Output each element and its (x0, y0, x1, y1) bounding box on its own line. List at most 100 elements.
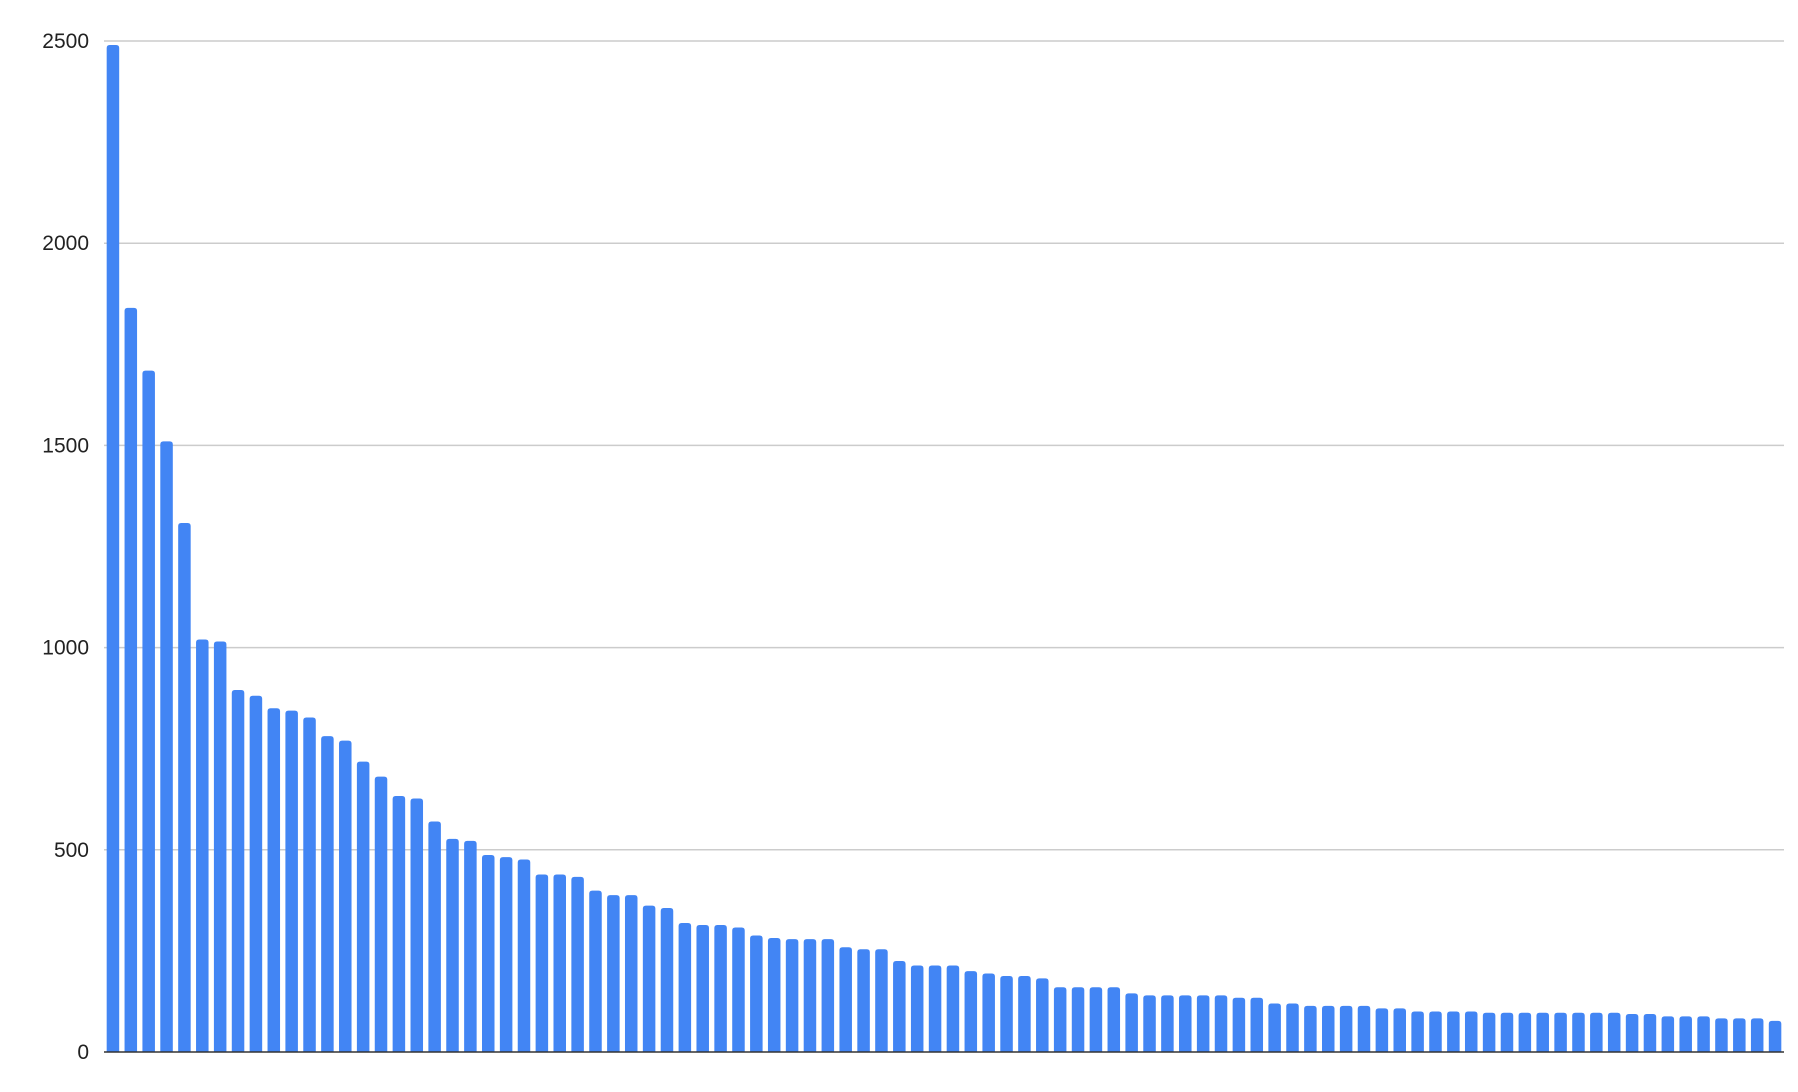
y-tick-label: 1500 (42, 434, 89, 457)
bar (1196, 995, 1210, 1052)
bar (1733, 1018, 1746, 1052)
bar (1607, 1012, 1621, 1052)
y-tick-label: 2000 (42, 232, 89, 255)
bar (106, 45, 120, 1052)
bar (893, 961, 906, 1052)
bar (374, 776, 388, 1052)
bar (1768, 1020, 1782, 1052)
bar (410, 798, 424, 1052)
bar (1590, 1012, 1603, 1052)
bar (1572, 1012, 1585, 1052)
bar (750, 935, 763, 1052)
bar (553, 874, 566, 1052)
bar (1715, 1018, 1728, 1052)
bar (1250, 997, 1264, 1052)
bar (660, 908, 674, 1052)
bar (803, 939, 817, 1052)
bar (1018, 975, 1031, 1052)
y-tick-label: 0 (77, 1041, 89, 1064)
bar (1679, 1016, 1692, 1052)
bar (1429, 1011, 1442, 1052)
bar (321, 736, 334, 1052)
bar (517, 859, 531, 1052)
bar (982, 973, 995, 1052)
bar (1393, 1008, 1406, 1052)
bar (589, 890, 602, 1052)
bar (1161, 995, 1174, 1052)
bar (464, 840, 477, 1052)
bar (1107, 987, 1121, 1052)
bar (124, 307, 138, 1052)
bar (1339, 1005, 1353, 1052)
bar (196, 639, 209, 1052)
bar (910, 965, 924, 1052)
bar (303, 717, 316, 1052)
bar (1232, 997, 1246, 1052)
bar (1053, 987, 1067, 1052)
bar (964, 971, 978, 1052)
y-axis-tick-labels: 0 500 1000 1500 2000 2500 (42, 30, 89, 1064)
bar (1125, 993, 1138, 1052)
bar (1357, 1005, 1371, 1052)
bar (875, 949, 888, 1052)
bar (1143, 995, 1156, 1052)
bar (213, 641, 227, 1052)
bar (1447, 1011, 1460, 1052)
bar (1500, 1012, 1514, 1052)
bar (1464, 1011, 1478, 1052)
bar (946, 965, 960, 1052)
bar (857, 949, 870, 1052)
bar (1554, 1012, 1567, 1052)
bar (267, 708, 281, 1052)
bar (482, 855, 495, 1052)
bar (785, 939, 799, 1052)
bars (106, 45, 1782, 1053)
bar (1089, 987, 1103, 1052)
bar (607, 895, 620, 1052)
y-tick-label: 500 (54, 839, 89, 862)
bar (1036, 978, 1049, 1052)
bar (714, 925, 727, 1052)
bar (1697, 1016, 1710, 1052)
bar (1643, 1013, 1657, 1052)
bar (821, 939, 835, 1052)
bar (339, 740, 352, 1052)
bar (356, 761, 370, 1052)
bar (642, 905, 656, 1052)
bar (1214, 995, 1228, 1052)
y-tick-label: 2500 (42, 30, 89, 53)
bar (446, 838, 459, 1052)
bar (928, 965, 942, 1052)
bar (1071, 987, 1085, 1052)
bar (1179, 995, 1192, 1052)
bar (1322, 1005, 1335, 1052)
bar (1268, 1003, 1281, 1052)
bar (839, 947, 852, 1052)
bar (1482, 1012, 1496, 1052)
bar (1411, 1011, 1424, 1052)
bar (499, 857, 513, 1052)
bar (1518, 1012, 1532, 1052)
bar (392, 796, 406, 1052)
bar (767, 937, 781, 1052)
bar (1536, 1012, 1549, 1052)
bar (1286, 1003, 1299, 1052)
bar (249, 695, 263, 1052)
bar (142, 370, 155, 1052)
bar (678, 922, 692, 1052)
bar (1375, 1008, 1389, 1052)
bar (1625, 1013, 1639, 1052)
bar (696, 925, 709, 1052)
bar (1304, 1005, 1317, 1052)
gridlines (104, 40, 1784, 851)
bar (535, 874, 549, 1052)
bar (428, 821, 441, 1052)
y-tick-label: 1000 (42, 637, 89, 660)
bar (1000, 975, 1013, 1052)
bar (178, 523, 191, 1052)
bar (732, 927, 745, 1052)
bar (285, 710, 298, 1052)
bar (624, 895, 638, 1052)
bar (231, 690, 245, 1052)
